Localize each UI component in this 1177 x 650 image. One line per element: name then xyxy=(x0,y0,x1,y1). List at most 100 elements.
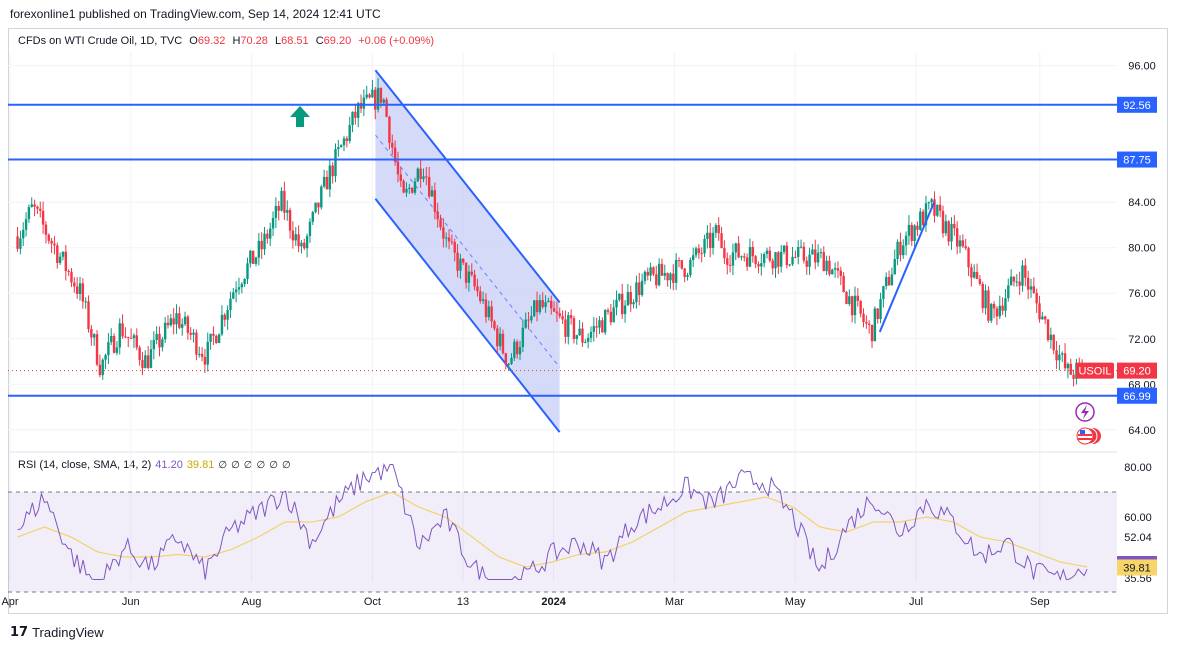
candle-body xyxy=(831,269,834,275)
candle-body xyxy=(953,223,956,229)
candle-body xyxy=(124,336,127,338)
candle-body xyxy=(672,273,675,283)
candle-body xyxy=(246,263,249,280)
candle-body xyxy=(774,252,777,269)
candle-body xyxy=(919,211,922,230)
candle-body xyxy=(112,335,116,353)
candle-body xyxy=(456,252,459,271)
candle-body xyxy=(1052,334,1055,351)
open-value: 69.32 xyxy=(197,35,226,47)
candle-body xyxy=(138,347,141,360)
candle-body xyxy=(728,264,732,266)
candle-body xyxy=(1018,281,1021,286)
candle-body xyxy=(856,295,860,301)
candle-body xyxy=(873,308,877,342)
candle-body xyxy=(226,310,229,320)
hidden-plot-icon[interactable]: ∅ xyxy=(269,459,278,471)
candle-body xyxy=(785,245,789,266)
candle-body xyxy=(175,313,178,325)
channel-lower-line[interactable] xyxy=(374,198,561,433)
candle-body xyxy=(442,227,445,239)
channel-midline xyxy=(375,134,561,368)
candle-body xyxy=(368,94,371,98)
candle-body xyxy=(618,293,621,300)
candle-body xyxy=(638,282,641,296)
candle-body xyxy=(879,299,882,320)
candle-body xyxy=(462,258,465,263)
rsi-tick-label: 60.00 xyxy=(1124,512,1152,524)
candle-body xyxy=(734,243,737,253)
time-tick-label: Aug xyxy=(242,596,262,608)
candle-body xyxy=(385,99,388,117)
rising-trendline[interactable] xyxy=(878,201,936,333)
candle-body xyxy=(632,302,635,305)
up-arrow-icon[interactable] xyxy=(290,106,310,127)
candle-body xyxy=(646,271,649,276)
hidden-plot-icon[interactable]: ∅ xyxy=(218,459,228,471)
us-flag-icon[interactable] xyxy=(1076,427,1101,445)
candle-body xyxy=(771,260,774,269)
candle-body xyxy=(274,205,278,218)
candle-body xyxy=(70,271,73,283)
candle-body xyxy=(487,306,490,318)
candle-body xyxy=(689,259,692,276)
candle-body xyxy=(260,240,263,250)
candle-body xyxy=(674,260,678,283)
candle-body xyxy=(941,210,945,234)
candle-body xyxy=(1032,286,1036,293)
candle-body xyxy=(450,241,454,243)
candle-body xyxy=(189,332,192,335)
hidden-plot-icon[interactable]: ∅ xyxy=(243,459,253,471)
candle-body xyxy=(357,102,360,118)
candle-body xyxy=(158,333,161,348)
time-tick-label: 13 xyxy=(457,596,469,608)
candle-body xyxy=(473,274,476,287)
candle-body xyxy=(447,237,451,242)
candle-body xyxy=(1012,276,1016,282)
candle-body xyxy=(762,253,766,264)
candle-body xyxy=(754,256,757,265)
hidden-plot-icon[interactable]: ∅ xyxy=(231,459,240,471)
candle-body xyxy=(1055,350,1058,361)
candle-body xyxy=(845,292,848,304)
candle-body xyxy=(601,320,604,333)
candle-body xyxy=(331,165,334,177)
candle-body xyxy=(229,298,232,311)
candle-body xyxy=(720,233,723,249)
candle-body xyxy=(115,347,119,353)
candle-body xyxy=(416,168,420,182)
candle-body xyxy=(308,221,312,236)
candle-body xyxy=(439,219,442,228)
candle-body xyxy=(39,208,42,211)
candle-body xyxy=(567,315,570,337)
candle-body xyxy=(257,240,261,258)
candle-body xyxy=(56,245,59,263)
candle-body xyxy=(322,176,326,187)
candle-body xyxy=(467,271,471,283)
descending-channel[interactable] xyxy=(375,70,560,433)
candle-body xyxy=(822,252,825,272)
candle-body xyxy=(544,302,547,307)
candle-body xyxy=(839,270,843,276)
candle-body xyxy=(862,313,865,322)
candle-body xyxy=(195,332,198,355)
candle-body xyxy=(1058,354,1061,361)
candle-body xyxy=(132,335,136,339)
candle-body xyxy=(853,295,857,316)
lightning-icon[interactable] xyxy=(1075,402,1095,422)
channel-upper-line[interactable] xyxy=(374,69,561,303)
candle-body xyxy=(135,335,138,348)
candle-body xyxy=(924,203,928,226)
symbol-badge xyxy=(1076,362,1114,379)
candle-body xyxy=(1035,292,1038,304)
hidden-plot-icon[interactable]: ∅ xyxy=(281,459,291,471)
level-badge-label: 87.75 xyxy=(1123,155,1151,167)
candle-body xyxy=(930,199,933,203)
candle-body xyxy=(706,232,709,239)
candle-body xyxy=(430,190,434,197)
candle-body xyxy=(782,245,786,252)
tradingview-footer[interactable]: 17 TradingView xyxy=(10,625,104,640)
hidden-plot-icon[interactable]: ∅ xyxy=(256,459,266,471)
candle-body xyxy=(936,204,939,216)
